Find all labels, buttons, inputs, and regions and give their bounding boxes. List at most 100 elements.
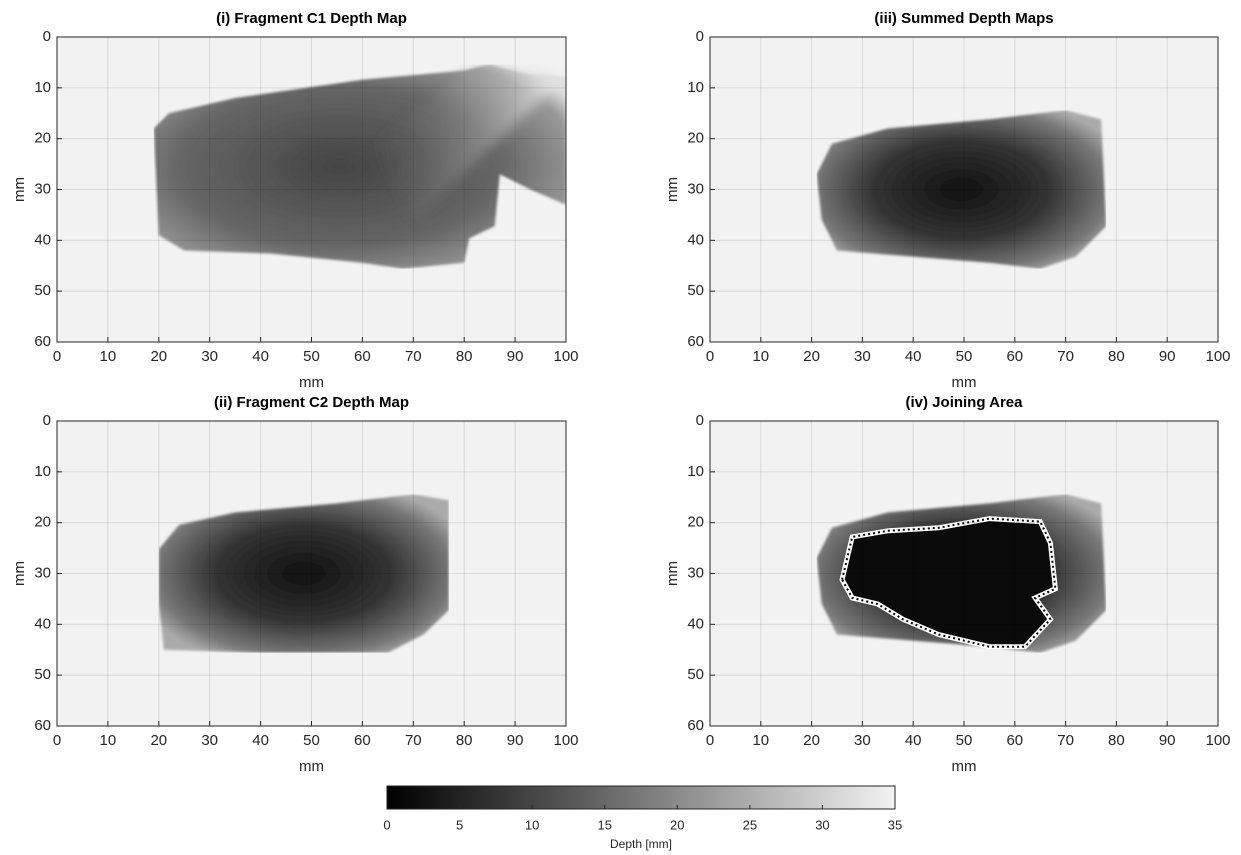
y-tick-label: 50 [687, 282, 704, 299]
y-tick-label: 20 [687, 130, 704, 147]
y-tick-label: 40 [34, 615, 51, 632]
x-tick-label: 30 [201, 348, 218, 365]
colorbar-tick-label: 20 [670, 817, 684, 832]
y-tick-label: 10 [34, 79, 51, 96]
y-tick-label: 60 [687, 717, 704, 734]
colorbar [386, 785, 896, 810]
colorbar-tick-label: 30 [815, 817, 829, 832]
y-tick-label: 20 [687, 514, 704, 531]
y-tick-label: 0 [696, 412, 704, 429]
chart-title: (iv) Joining Area [906, 394, 1024, 411]
y-tick-label: 60 [34, 333, 51, 350]
depth-map [817, 494, 1106, 653]
joining-outline-dots [842, 519, 1055, 647]
y-tick-label: 10 [34, 463, 51, 480]
x-tick-label: 90 [507, 732, 524, 749]
y-tick-label: 20 [34, 514, 51, 531]
y-axis-label: mm [664, 561, 681, 586]
fragment-shape [373, 65, 566, 221]
chart-title: (ii) Fragment C2 Depth Map [214, 394, 409, 411]
x-tick-label: 80 [1108, 348, 1125, 365]
depth-map [817, 110, 1106, 269]
x-axis-label: mm [299, 758, 324, 775]
colorbar-tick-label: 0 [383, 817, 390, 832]
x-tick-label: 60 [354, 348, 371, 365]
x-tick-label: 10 [752, 732, 769, 749]
y-tick-label: 10 [687, 463, 704, 480]
x-tick-label: 80 [456, 732, 473, 749]
chart-title: (i) Fragment C1 Depth Map [216, 10, 407, 27]
x-tick-label: 30 [854, 732, 871, 749]
x-tick-label: 50 [303, 348, 320, 365]
fragment-shape [159, 494, 449, 653]
x-tick-label: 80 [1108, 732, 1125, 749]
x-tick-label: 0 [706, 348, 714, 365]
axes-box [56, 420, 567, 727]
colorbar-tick-label: 25 [743, 817, 757, 832]
x-tick-label: 20 [803, 732, 820, 749]
x-tick-label: 90 [507, 348, 524, 365]
x-tick-label: 90 [1159, 732, 1176, 749]
x-tick-label: 10 [100, 732, 117, 749]
y-tick-label: 40 [687, 615, 704, 632]
axes-box [709, 36, 1219, 343]
x-tick-label: 70 [1057, 732, 1074, 749]
x-tick-label: 0 [53, 348, 61, 365]
y-tick-label: 0 [43, 28, 51, 45]
x-tick-label: 0 [706, 732, 714, 749]
y-axis-label: mm [11, 177, 28, 202]
y-tick-label: 30 [687, 564, 704, 581]
y-tick-label: 60 [34, 717, 51, 734]
colorbar-tick-label: 10 [525, 817, 539, 832]
y-tick-label: 30 [34, 564, 51, 581]
x-tick-label: 90 [1159, 348, 1176, 365]
colorbar-tick-label: 35 [888, 817, 902, 832]
x-tick-label: 20 [150, 732, 167, 749]
y-tick-label: 50 [687, 666, 704, 683]
x-tick-label: 0 [53, 732, 61, 749]
x-tick-label: 100 [1205, 732, 1230, 749]
y-tick-label: 60 [687, 333, 704, 350]
x-tick-label: 40 [252, 348, 269, 365]
x-axis-label: mm [952, 758, 977, 775]
x-tick-label: 30 [854, 348, 871, 365]
x-tick-label: 80 [456, 348, 473, 365]
y-tick-label: 10 [687, 79, 704, 96]
x-axis-label: mm [952, 374, 977, 391]
x-tick-label: 20 [150, 348, 167, 365]
depth-map [159, 494, 449, 653]
x-tick-label: 100 [553, 348, 578, 365]
x-tick-label: 70 [405, 732, 422, 749]
x-tick-label: 70 [405, 348, 422, 365]
axes-box [709, 420, 1219, 727]
y-tick-label: 50 [34, 282, 51, 299]
axes-box [56, 36, 567, 343]
x-tick-label: 60 [1006, 348, 1023, 365]
x-tick-label: 100 [553, 732, 578, 749]
x-tick-label: 40 [252, 732, 269, 749]
colorbar-label: Depth [mm] [610, 837, 672, 851]
x-tick-label: 100 [1205, 348, 1230, 365]
y-tick-label: 20 [34, 130, 51, 147]
x-tick-label: 50 [956, 732, 973, 749]
fragment-shape [817, 110, 1106, 269]
x-tick-label: 20 [803, 348, 820, 365]
colorbar-tick-label: 15 [597, 817, 611, 832]
y-tick-label: 50 [34, 666, 51, 683]
x-tick-label: 60 [1006, 732, 1023, 749]
x-tick-label: 60 [354, 732, 371, 749]
colorbar-tick-label: 5 [456, 817, 463, 832]
x-tick-label: 30 [201, 732, 218, 749]
depth-map [154, 65, 566, 269]
y-axis-label: mm [664, 177, 681, 202]
x-tick-label: 40 [905, 348, 922, 365]
x-tick-label: 50 [303, 732, 320, 749]
y-tick-label: 40 [34, 231, 51, 248]
chart-title: (iii) Summed Depth Maps [874, 10, 1053, 27]
x-tick-label: 50 [956, 348, 973, 365]
x-tick-label: 10 [100, 348, 117, 365]
x-tick-label: 10 [752, 348, 769, 365]
y-tick-label: 30 [687, 180, 704, 197]
